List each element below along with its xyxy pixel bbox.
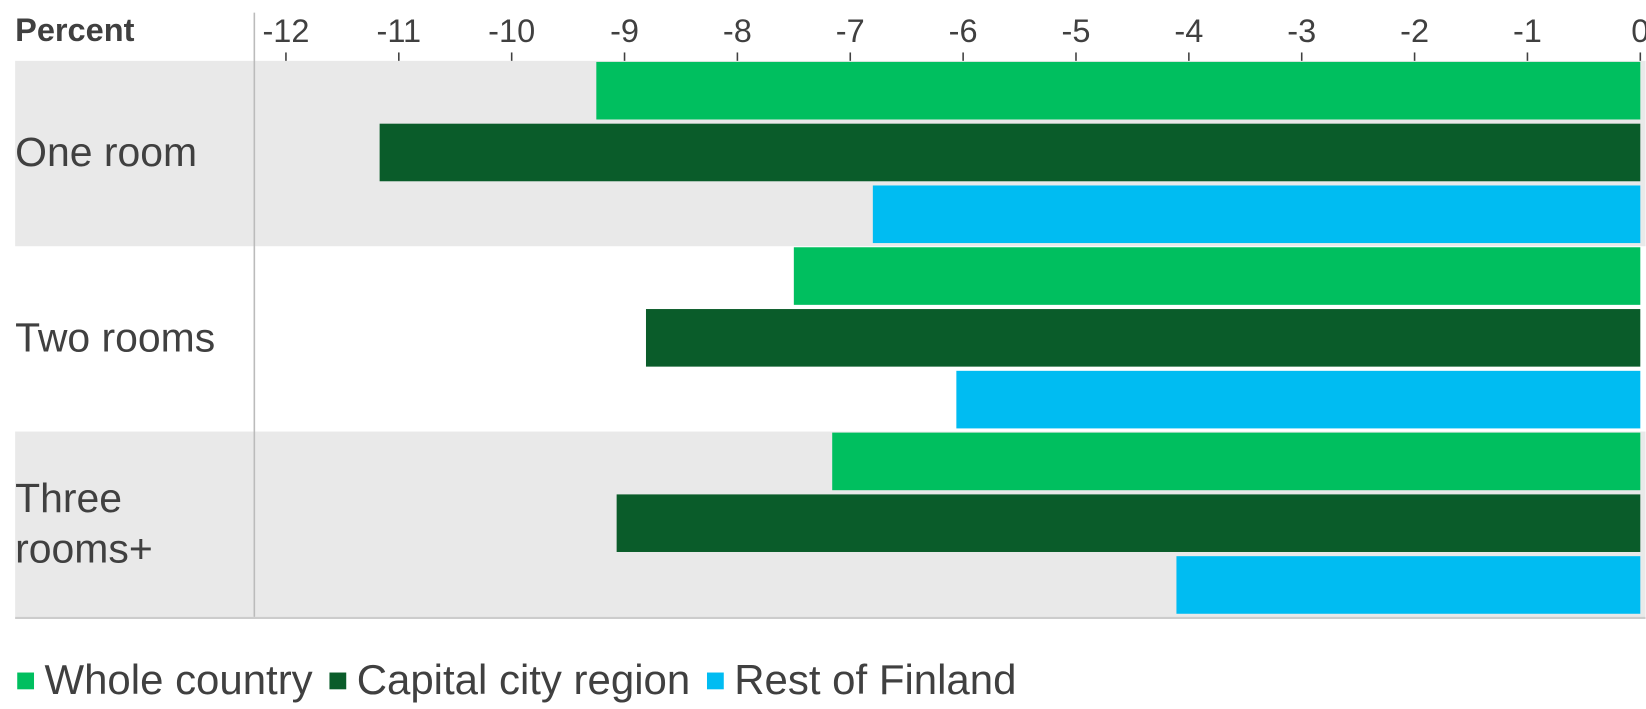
- legend-label: Whole country: [45, 656, 313, 703]
- bar: [379, 123, 1641, 182]
- x-tick-label: -10: [488, 13, 535, 49]
- bar: [645, 309, 1641, 367]
- x-tick-label: -2: [1400, 13, 1429, 49]
- legend-label: Rest of Finland: [734, 656, 1016, 703]
- legend-swatch: [329, 672, 347, 690]
- category-label: Two rooms: [15, 315, 216, 361]
- x-tick-label: 0: [1631, 13, 1646, 49]
- axis-label: Percent: [15, 12, 134, 48]
- category-label-box: Three rooms+: [15, 475, 153, 572]
- bar: [596, 61, 1641, 120]
- x-tick-label: -1: [1513, 13, 1542, 49]
- legend-label: Capital city region: [357, 656, 690, 703]
- bar: [1176, 556, 1641, 614]
- legend-swatch: [706, 672, 724, 690]
- x-tick-label: -5: [1062, 13, 1091, 49]
- legend-swatch: [17, 672, 35, 690]
- category-label: One room: [15, 130, 198, 176]
- x-tick-label: -6: [949, 13, 978, 49]
- bar: [793, 247, 1641, 305]
- bar: [872, 185, 1641, 244]
- bar: [956, 370, 1641, 429]
- x-tick-label: -7: [836, 13, 865, 49]
- category-label: Three rooms+: [15, 475, 153, 572]
- category-label-box: One room: [15, 130, 198, 176]
- bar: [616, 494, 1641, 552]
- x-tick-label: -4: [1174, 13, 1203, 49]
- x-tick-label: -3: [1287, 13, 1316, 49]
- bar: [832, 432, 1641, 491]
- x-tick-label: -12: [262, 13, 309, 49]
- x-tick-label: -9: [610, 13, 639, 49]
- x-tick-label: -11: [377, 13, 422, 49]
- category-label-box: Two rooms: [15, 315, 216, 361]
- x-tick-label: -8: [723, 13, 752, 49]
